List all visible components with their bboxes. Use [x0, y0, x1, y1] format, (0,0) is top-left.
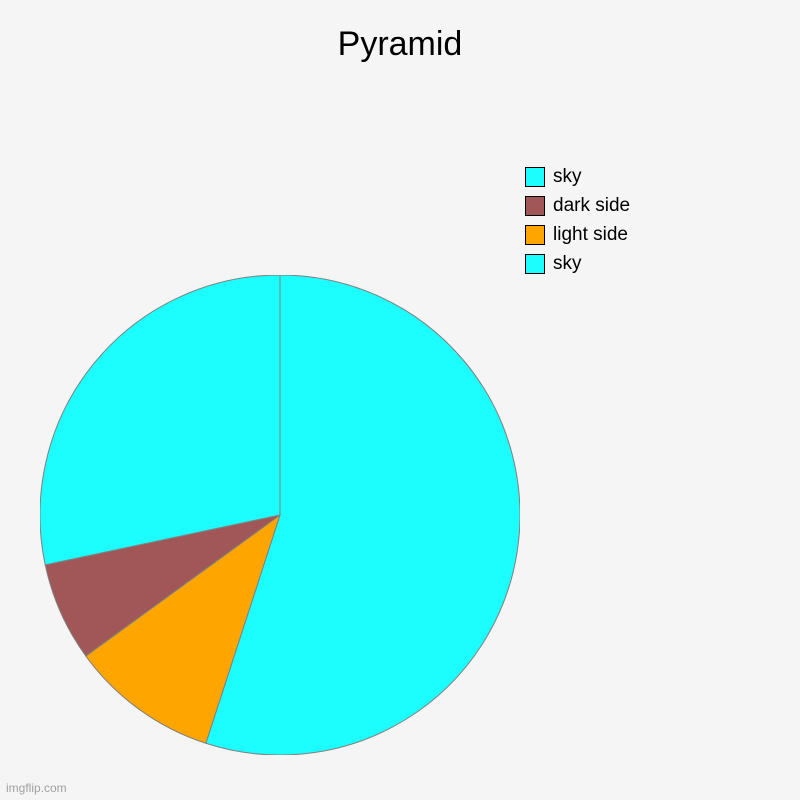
legend-swatch: [525, 225, 545, 245]
legend-item: dark side: [525, 195, 630, 217]
legend-swatch: [525, 167, 545, 187]
watermark: imgflip.com: [6, 781, 67, 795]
legend-item: light side: [525, 224, 630, 246]
chart-title: Pyramid: [0, 25, 800, 64]
legend: sky dark side light side sky: [525, 166, 630, 282]
legend-label: sky: [553, 166, 582, 188]
legend-label: light side: [553, 224, 628, 246]
legend-swatch: [525, 254, 545, 274]
legend-item: sky: [525, 253, 630, 275]
pie-slice: [40, 275, 280, 565]
legend-label: sky: [553, 253, 582, 275]
legend-swatch: [525, 196, 545, 216]
legend-item: sky: [525, 166, 630, 188]
legend-label: dark side: [553, 195, 630, 217]
pie-chart: [40, 275, 520, 755]
pie-svg: [40, 275, 520, 755]
